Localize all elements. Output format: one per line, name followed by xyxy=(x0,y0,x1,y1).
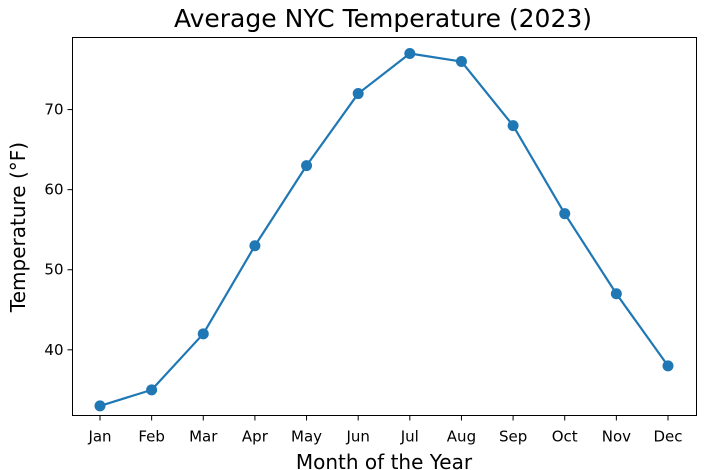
x-tick-label: Sep xyxy=(499,428,527,446)
data-point xyxy=(559,208,571,220)
data-point xyxy=(507,120,519,132)
y-axis-label: Temperature (°F) xyxy=(6,142,30,313)
y-tick-label: 50 xyxy=(44,261,63,279)
plot-area xyxy=(72,37,697,416)
data-point xyxy=(197,328,209,340)
x-axis-label: Month of the Year xyxy=(296,450,473,470)
data-point xyxy=(94,400,106,412)
data-point xyxy=(146,384,158,396)
data-point xyxy=(662,360,674,372)
data-point xyxy=(610,288,622,300)
data-point xyxy=(352,88,364,100)
data-point xyxy=(301,160,313,172)
x-tick-label: Jun xyxy=(345,428,369,446)
data-point xyxy=(455,56,467,68)
x-tick-label: May xyxy=(291,428,322,446)
y-tick-label: 40 xyxy=(44,341,63,359)
y-tick-label: 60 xyxy=(44,181,63,199)
series-line xyxy=(98,52,670,407)
x-axis: Jan Feb Mar Apr May Jun Jul Aug Sep Oct Nov Dec xyxy=(87,415,683,446)
series-layer xyxy=(94,48,674,412)
x-tick-label: Nov xyxy=(602,428,631,446)
data-point xyxy=(404,48,416,60)
x-tick-label: Dec xyxy=(653,428,682,446)
y-axis: 40 50 60 70 xyxy=(44,101,73,359)
x-tick-label: Aug xyxy=(447,428,476,446)
data-point xyxy=(249,240,261,252)
x-tick-label: Feb xyxy=(138,428,165,446)
x-tick-label: Apr xyxy=(242,428,269,446)
x-tick-label: Mar xyxy=(189,428,218,446)
chart-title: Average NYC Temperature (2023) xyxy=(174,4,592,33)
x-tick-label: Jul xyxy=(400,428,419,446)
x-tick-label: Jan xyxy=(87,428,111,446)
y-tick-label: 70 xyxy=(44,101,63,119)
x-tick-label: Oct xyxy=(552,428,578,446)
